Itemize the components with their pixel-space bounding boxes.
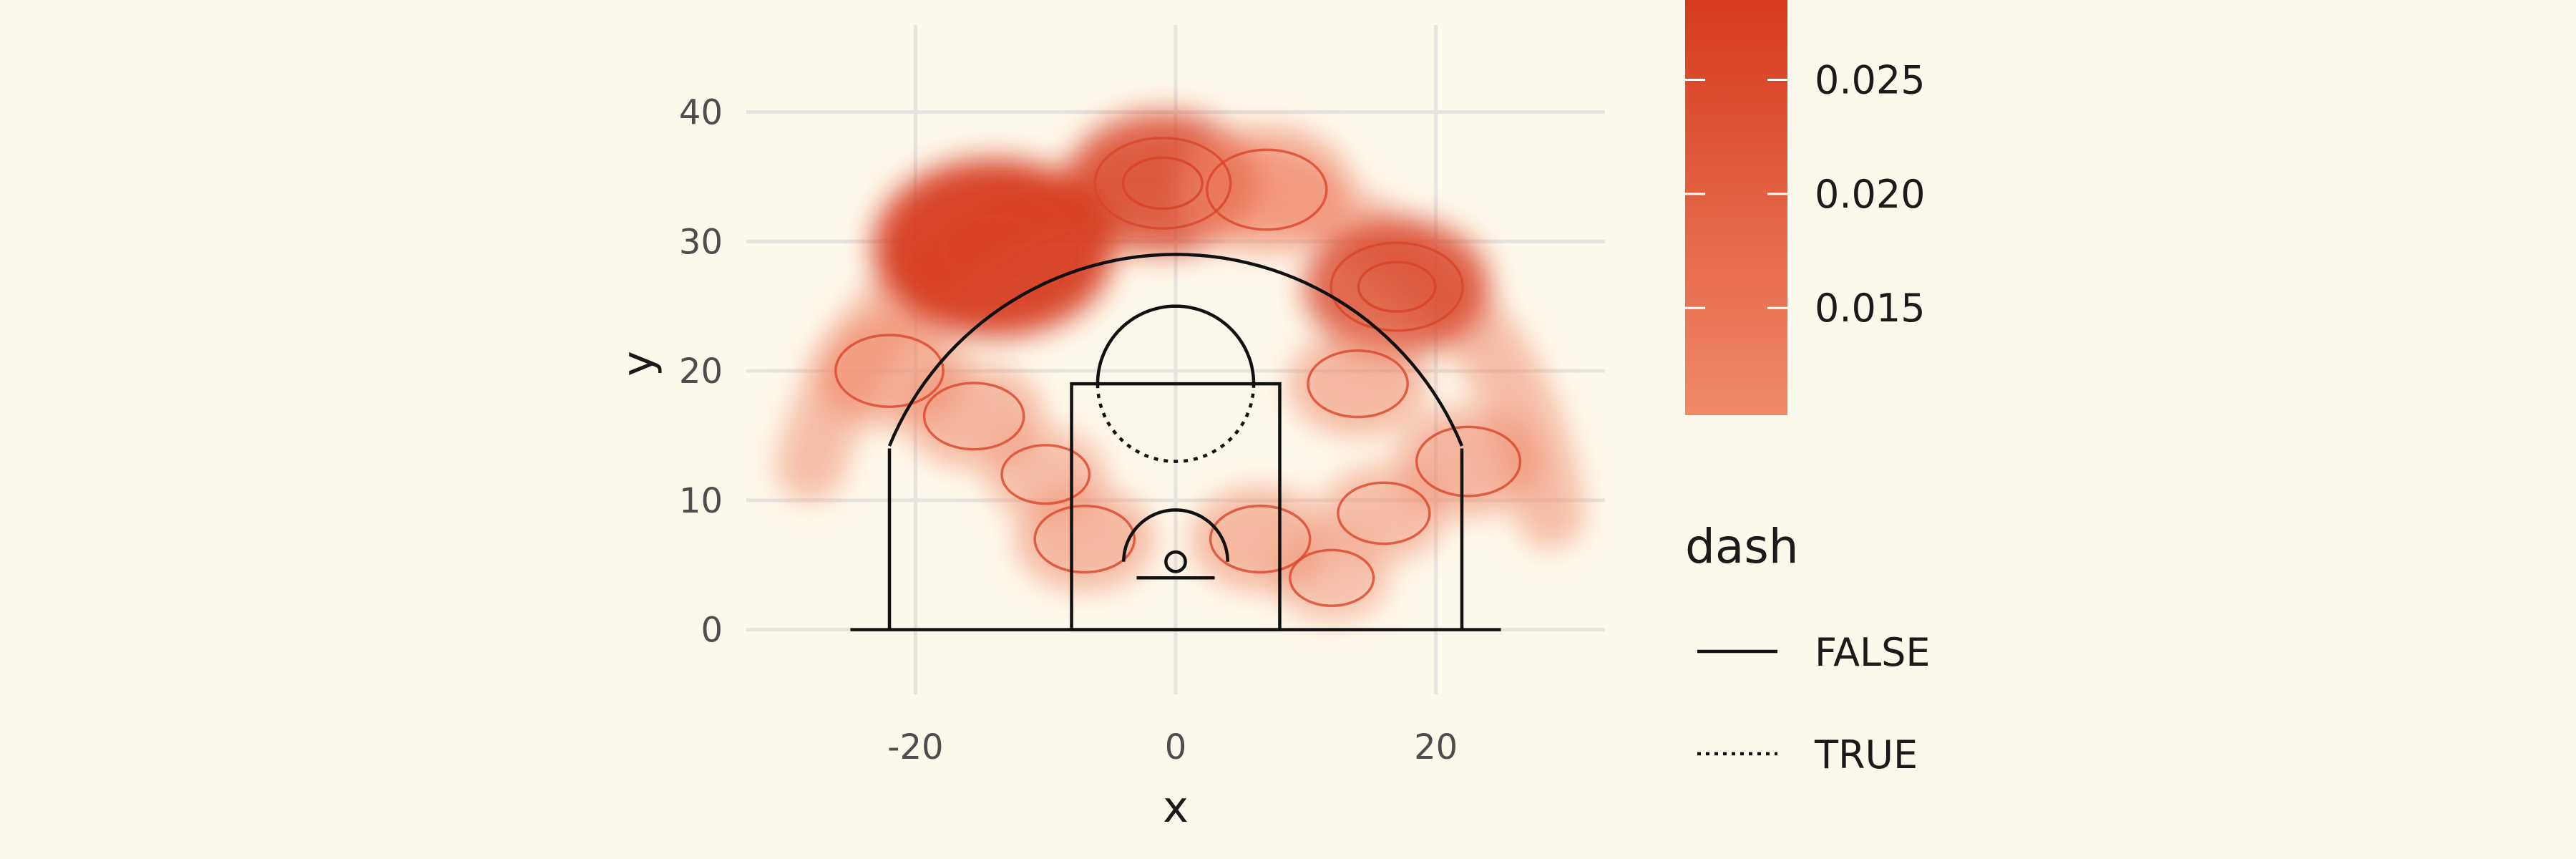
court-three-point-arc: [887, 253, 1464, 447]
density-contour: [1205, 148, 1328, 231]
density-hotspot: [1303, 218, 1491, 356]
colorbar-tick-label: 0.025: [1815, 58, 1926, 103]
density-hotspot: [873, 158, 1114, 337]
density-contour: [1330, 241, 1464, 332]
x-tick-label: -20: [887, 727, 943, 767]
court-hoop: [1164, 550, 1187, 573]
colorbar-tick-label: 0.015: [1815, 286, 1926, 331]
court-paint: [1070, 382, 1282, 631]
density-contour: [1033, 504, 1136, 574]
y-tick-label: 20: [679, 351, 723, 392]
density-fill: [776, 112, 1584, 621]
density-contour-inner: [1121, 156, 1204, 210]
x-tick-label: 20: [1414, 727, 1458, 767]
court-restricted-area: [1122, 508, 1229, 562]
x-tick-label: 0: [1165, 727, 1187, 767]
density-contour: [1337, 481, 1431, 545]
court-free-throw-circle-bottom: [1096, 384, 1256, 463]
density-contour: [1093, 137, 1232, 230]
density-contours: [834, 137, 1522, 607]
density-contour: [1000, 444, 1091, 505]
density-contour-inner: [1357, 261, 1437, 313]
x-axis-title: x: [1163, 782, 1189, 833]
density-contour: [1289, 548, 1375, 607]
linetype-legend-items: FALSE TRUE: [1697, 630, 1931, 777]
y-tick-label: 40: [679, 93, 723, 133]
density-contour: [1415, 425, 1522, 498]
density-hotspot: [1288, 332, 1428, 435]
legend-label-false: FALSE: [1815, 630, 1931, 675]
y-tick-label: 0: [701, 611, 723, 651]
density-contour-inner: [943, 215, 1044, 281]
y-tick-label: 10: [679, 481, 723, 521]
colorbar-tick-label: 0.020: [1815, 172, 1926, 217]
colorbar: [1685, 0, 1787, 415]
axis-ticks: -20 0 20 0 10 20 30 40: [679, 93, 1458, 767]
colorbar-ticks: 0.025 0.020 0.015: [1685, 58, 1926, 331]
density-hotspot: [1182, 127, 1351, 252]
court-free-throw-circle-top: [1096, 304, 1256, 384]
y-tick-label: 30: [679, 222, 723, 262]
density-hotspot: [1274, 535, 1389, 621]
density-contour: [1209, 504, 1312, 574]
density-contour: [908, 190, 1079, 306]
court-outline: [850, 253, 1501, 631]
density-blobs: [776, 112, 1584, 621]
linetype-legend: dash FALSE TRUE: [1685, 519, 1931, 777]
density-contour: [922, 382, 1025, 451]
linetype-legend-title: dash: [1685, 519, 1799, 574]
y-axis-title: y: [613, 351, 663, 377]
density-contour: [1307, 349, 1409, 419]
fill-legend: 0.025 0.020 0.015: [1685, 0, 1926, 415]
density-contour: [834, 334, 945, 408]
legend-label-true: TRUE: [1814, 732, 1918, 777]
